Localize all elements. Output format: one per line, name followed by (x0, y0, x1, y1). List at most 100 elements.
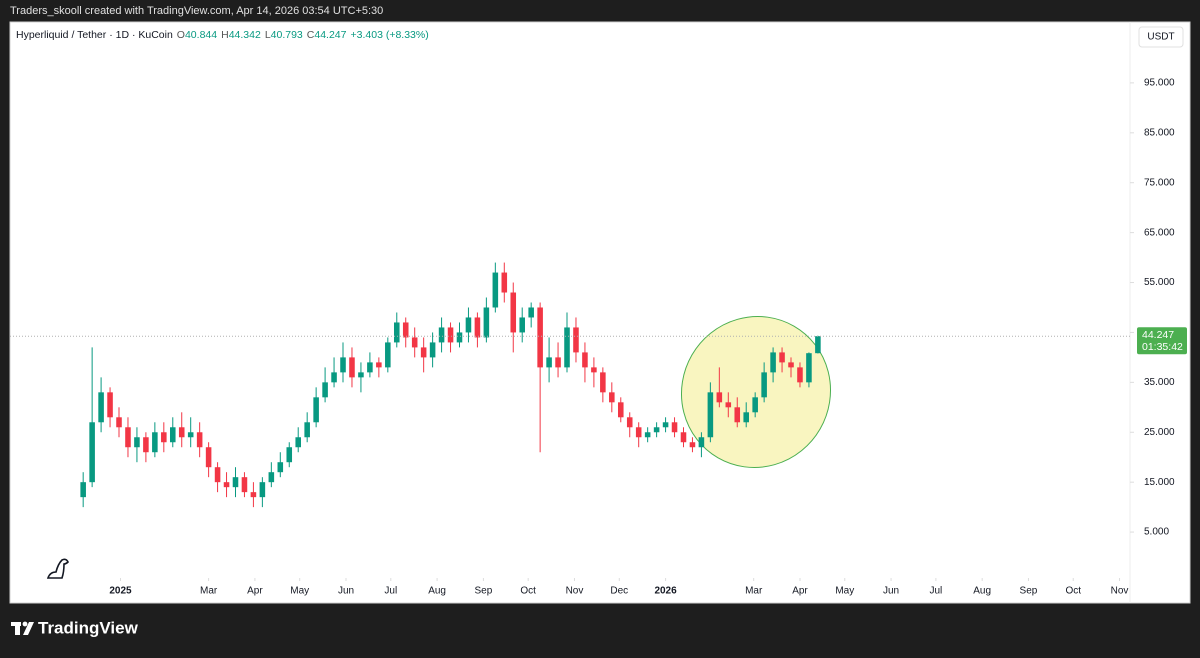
candle-body (483, 307, 490, 338)
x-tick-label: Sep (474, 586, 492, 597)
x-tick-label: Oct (520, 586, 536, 597)
candle-body (411, 337, 418, 348)
candle-body (98, 392, 104, 423)
candle-body (205, 447, 212, 468)
candle-body (501, 272, 508, 293)
candle-body (555, 357, 561, 368)
candle-body (689, 442, 696, 448)
candle-body (761, 372, 767, 398)
candle-body (806, 353, 812, 383)
candle-body (385, 342, 391, 368)
candle-body (698, 437, 705, 448)
y-tick-label: 95.000 (1144, 78, 1175, 89)
symbol-text: Hyperliquid / Tether · 1D · KuCoin (16, 29, 173, 41)
candle-body (214, 467, 221, 483)
x-tick-label: Dec (610, 586, 628, 597)
y-tick-label: 15.000 (1144, 477, 1175, 488)
y-tick-label: 55.000 (1144, 277, 1175, 288)
candle-body (223, 482, 230, 488)
candle-body (537, 307, 543, 368)
x-tick-label: Oct (1065, 586, 1081, 597)
candle-body (519, 317, 525, 333)
x-tick-label: Mar (200, 586, 218, 597)
candle-body (626, 417, 633, 428)
watermark-logo (46, 558, 69, 579)
candle-body (376, 362, 382, 368)
candle-body (447, 327, 454, 343)
logo-part (22, 621, 28, 627)
countdown: 01:35:42 (1142, 341, 1183, 353)
candle-body (474, 317, 481, 338)
candle-body (125, 427, 131, 448)
candle-body (196, 432, 203, 448)
candle-body (617, 402, 624, 418)
candle-body (89, 422, 95, 483)
candle-body (152, 432, 158, 453)
candle-body (779, 352, 785, 363)
candle-body (277, 462, 284, 473)
candle-body (331, 372, 337, 383)
candle-body (492, 272, 499, 308)
y-tick-label: 25.000 (1144, 427, 1175, 438)
ohlc-label: O (177, 29, 185, 41)
ohlc-label: L (265, 29, 271, 41)
candle-body (241, 477, 248, 493)
ohlc-label: H (221, 29, 229, 41)
candle-body (178, 427, 185, 438)
candle-body (134, 437, 140, 448)
brand: TradingView (38, 618, 139, 637)
candle-body (644, 432, 651, 438)
candle-body (752, 397, 758, 413)
candle-body (680, 432, 687, 443)
candle-body (295, 437, 301, 448)
ohlc-value: 40.793 (271, 29, 303, 41)
x-tick-label: Sep (1020, 586, 1038, 597)
chart-panel (9, 21, 1191, 604)
candle-body (80, 482, 86, 498)
candle-body (358, 372, 364, 378)
logo-part (23, 622, 34, 635)
candle-body (788, 362, 794, 368)
candle-body (582, 352, 588, 368)
x-tick-label: Jun (338, 586, 354, 597)
candle-body (304, 422, 310, 438)
candle-body (573, 327, 579, 353)
x-tick-label: Jun (883, 586, 899, 597)
candle-body (707, 392, 714, 438)
candle-body (591, 367, 597, 373)
footer-logo (11, 621, 34, 635)
candle-body (797, 367, 803, 383)
candle-body (402, 322, 409, 338)
candle-body (286, 447, 293, 463)
x-tick-label: Apr (247, 586, 263, 597)
ohlc-value: 44.342 (229, 29, 261, 41)
candle-body (635, 427, 642, 438)
ohlc-value: 40.844 (185, 29, 217, 41)
candle-body (716, 392, 723, 403)
highlight-ellipse (680, 315, 832, 469)
x-tick-label: 2026 (654, 586, 677, 597)
x-tick-label: May (290, 586, 309, 597)
last-price-box (1137, 327, 1187, 355)
currency-button[interactable] (1138, 26, 1184, 48)
currency[interactable]: USDT (1147, 32, 1174, 43)
candle-body (268, 472, 275, 483)
x-tick-label: Nov (566, 586, 584, 597)
x-tick-label: May (835, 586, 854, 597)
candle-body (743, 412, 749, 423)
x-tick-label: Apr (792, 586, 808, 597)
x-tick-label: Aug (428, 586, 446, 597)
candle-body (653, 427, 660, 433)
candle-body (671, 422, 678, 433)
logo-part (15, 622, 20, 635)
x-tick-label: 2025 (109, 586, 132, 597)
ohlc-value: 44.247 (314, 29, 346, 41)
candle-body (456, 332, 463, 343)
candle-body (187, 432, 194, 438)
x-tick-label: Mar (745, 586, 763, 597)
candle-body (259, 482, 266, 498)
candle-body (313, 397, 319, 423)
candle-body (116, 417, 122, 428)
last-price-label: 44.247 (1142, 329, 1174, 341)
